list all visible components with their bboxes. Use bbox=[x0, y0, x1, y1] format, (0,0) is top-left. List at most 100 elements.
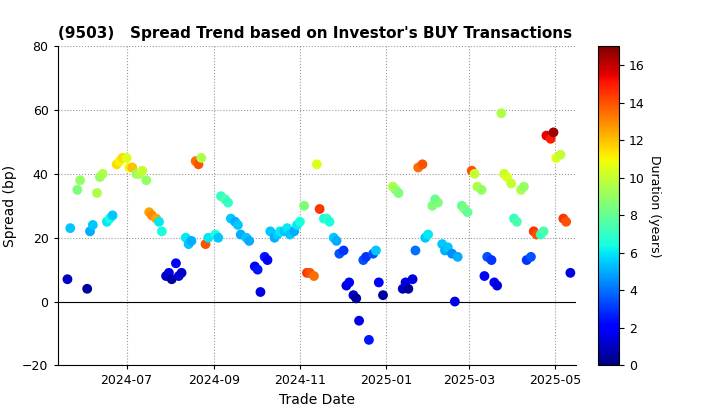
Point bbox=[230, 218, 241, 225]
Point bbox=[170, 260, 181, 267]
Point bbox=[81, 286, 93, 292]
Point bbox=[377, 292, 389, 299]
Point bbox=[311, 161, 323, 168]
Point bbox=[508, 215, 520, 222]
Point bbox=[156, 228, 168, 235]
Point bbox=[101, 218, 112, 225]
Point bbox=[140, 177, 152, 184]
Point bbox=[351, 295, 362, 302]
Point bbox=[65, 225, 76, 231]
Point bbox=[486, 257, 498, 263]
Point bbox=[466, 167, 477, 174]
Point bbox=[215, 193, 227, 199]
Point bbox=[196, 155, 207, 161]
Point bbox=[190, 158, 202, 165]
Point bbox=[274, 228, 286, 235]
Point bbox=[282, 225, 293, 231]
Point bbox=[240, 234, 252, 241]
Point bbox=[243, 238, 255, 244]
Point bbox=[150, 215, 162, 222]
Point bbox=[516, 186, 527, 193]
Point bbox=[104, 215, 115, 222]
Point bbox=[183, 241, 194, 247]
Point bbox=[153, 218, 165, 225]
Point bbox=[127, 164, 138, 171]
Point bbox=[472, 183, 483, 190]
Point bbox=[161, 273, 172, 279]
Point bbox=[107, 212, 118, 219]
Y-axis label: Duration (years): Duration (years) bbox=[649, 155, 662, 257]
Point bbox=[476, 186, 487, 193]
Point bbox=[328, 234, 339, 241]
Point bbox=[117, 155, 128, 161]
Point bbox=[426, 202, 438, 209]
Point bbox=[343, 279, 355, 286]
Point bbox=[133, 171, 145, 177]
Point bbox=[91, 190, 103, 197]
Point bbox=[146, 212, 158, 219]
Point bbox=[360, 254, 372, 260]
Point bbox=[436, 241, 448, 247]
Point bbox=[387, 183, 399, 190]
Point bbox=[131, 171, 143, 177]
Point bbox=[452, 254, 464, 260]
Point bbox=[400, 279, 411, 286]
Point bbox=[111, 161, 122, 168]
Point bbox=[348, 292, 359, 299]
Point bbox=[97, 171, 109, 177]
Point bbox=[560, 218, 572, 225]
Point bbox=[212, 234, 224, 241]
Point bbox=[235, 231, 246, 238]
Point bbox=[397, 286, 408, 292]
Point bbox=[482, 254, 493, 260]
Point bbox=[173, 273, 184, 279]
Point bbox=[564, 270, 576, 276]
Point bbox=[410, 247, 421, 254]
Point bbox=[491, 282, 503, 289]
Point bbox=[423, 231, 434, 238]
Point bbox=[370, 247, 382, 254]
Point bbox=[279, 228, 290, 235]
Point bbox=[439, 247, 451, 254]
Point bbox=[373, 279, 384, 286]
Point bbox=[321, 215, 333, 222]
Point bbox=[186, 238, 197, 244]
Point bbox=[74, 177, 86, 184]
Point bbox=[538, 228, 549, 235]
Point bbox=[262, 257, 274, 263]
Text: (9503)   Spread Trend based on Investor's BUY Transactions: (9503) Spread Trend based on Investor's … bbox=[58, 26, 572, 41]
Point bbox=[489, 279, 500, 286]
Point bbox=[176, 270, 187, 276]
Point bbox=[87, 222, 99, 228]
Point bbox=[525, 254, 536, 260]
Point bbox=[402, 286, 414, 292]
Point bbox=[314, 206, 325, 213]
Point bbox=[498, 171, 510, 177]
Point bbox=[289, 228, 300, 235]
X-axis label: Trade Date: Trade Date bbox=[279, 393, 355, 407]
Point bbox=[511, 218, 523, 225]
Point bbox=[442, 244, 454, 251]
Point bbox=[301, 270, 312, 276]
Point bbox=[94, 174, 106, 181]
Point bbox=[298, 202, 310, 209]
Point bbox=[501, 174, 513, 181]
Point bbox=[541, 132, 552, 139]
Point bbox=[459, 206, 470, 213]
Point bbox=[521, 257, 533, 263]
Point bbox=[338, 247, 349, 254]
Point bbox=[114, 158, 125, 165]
Point bbox=[202, 234, 214, 241]
Point bbox=[333, 250, 345, 257]
Point bbox=[121, 155, 132, 161]
Point bbox=[548, 129, 559, 136]
Y-axis label: Spread (bp): Spread (bp) bbox=[3, 165, 17, 247]
Point bbox=[367, 250, 379, 257]
Point bbox=[407, 276, 418, 283]
Point bbox=[304, 270, 315, 276]
Point bbox=[264, 228, 276, 235]
Point bbox=[390, 186, 402, 193]
Point bbox=[354, 318, 365, 324]
Point bbox=[163, 270, 175, 276]
Point bbox=[531, 231, 542, 238]
